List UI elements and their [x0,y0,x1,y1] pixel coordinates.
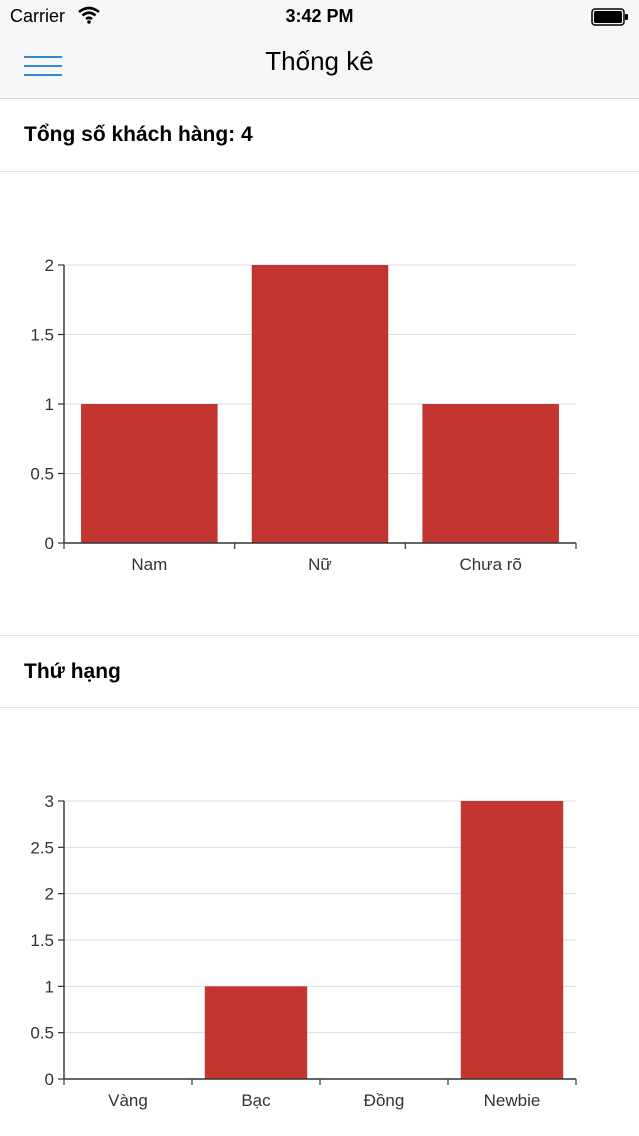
customer-total-header: Tổng số khách hàng: 4 [0,99,639,172]
wifi-icon [78,6,100,24]
y-tick-label: 0.5 [30,465,54,484]
page-title: Thống kê [265,46,374,76]
x-tick-label: Bạc [241,1091,271,1110]
bar [81,404,218,543]
carrier-label: Carrier [10,6,66,26]
status-bar: Carrier 3:42 PM [0,0,639,34]
rank-section-header: Thứ hạng [0,635,639,708]
bar [422,404,559,543]
x-tick-label: Newbie [484,1091,541,1110]
x-tick-label: Nam [131,555,167,574]
y-tick-label: 1.5 [30,326,54,345]
rank-section-label: Thứ hạng [24,660,121,683]
rank-bar-chart: 0 0.5 1 1.5 2 2.5 3 Vàng Bạc Đồng Newbie [30,792,577,1110]
gender-bar-chart: 0 0.5 1 1.5 2 Nam Nữ Chưa rõ [30,256,577,574]
x-tick-label: Đồng [364,1091,405,1110]
y-tick-label: 2.5 [30,838,54,857]
y-tick-label: 0 [45,534,54,553]
y-tick-label: 2 [45,256,54,275]
y-tick-label: 1.5 [30,931,54,950]
bar [460,801,564,1079]
battery-icon [591,8,628,26]
y-tick-label: 1 [45,395,54,414]
y-tick-label: 0 [45,1070,54,1089]
y-tick-label: 2 [45,885,54,904]
x-tick-label: Nữ [308,555,332,574]
navigation-bar: Thống kê [0,34,639,99]
bar [204,986,308,1079]
status-time: 3:42 PM [285,6,354,26]
x-tick-label: Vàng [108,1091,148,1110]
hamburger-menu-icon[interactable] [14,46,72,86]
x-tick-label: Chưa rõ [459,555,521,574]
y-tick-label: 3 [45,792,54,811]
customer-total-label: Tổng số khách hàng: 4 [24,123,253,146]
bar [251,265,389,543]
y-tick-label: 0.5 [30,1024,54,1043]
y-tick-label: 1 [45,977,54,996]
